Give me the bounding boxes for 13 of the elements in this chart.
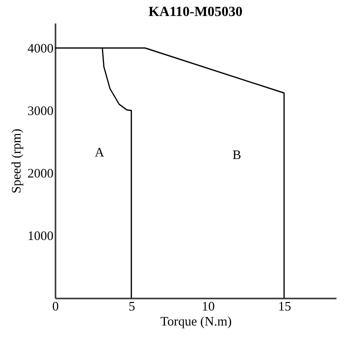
y-tick-label: 2000 xyxy=(28,166,54,180)
annotation: A xyxy=(94,144,105,160)
x-axis-title: Torque (N.m) xyxy=(160,314,232,328)
chart-title: KA110-M05030 xyxy=(148,5,243,20)
x-tick-label: 5 xyxy=(128,298,136,314)
y-axis-title: Speed (rpm) xyxy=(8,128,24,194)
y-tick-label: 3000 xyxy=(28,103,54,118)
y-tick-label: 4000 xyxy=(28,40,54,56)
y-tick-label: 1000 xyxy=(28,228,54,243)
x-tick-label: 15 xyxy=(278,298,292,314)
x-tick-label: 0 xyxy=(52,298,59,314)
x-tick-label: 10 xyxy=(202,298,215,314)
annotation: B xyxy=(232,147,242,162)
